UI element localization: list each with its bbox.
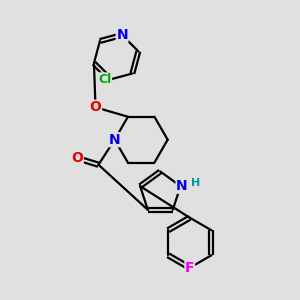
Text: H: H [191,178,200,188]
Text: O: O [90,100,101,114]
Text: F: F [185,261,194,275]
Text: N: N [109,133,121,147]
Text: Cl: Cl [98,73,112,86]
Text: N: N [176,179,188,193]
Text: N: N [116,28,128,42]
Text: O: O [71,151,83,165]
